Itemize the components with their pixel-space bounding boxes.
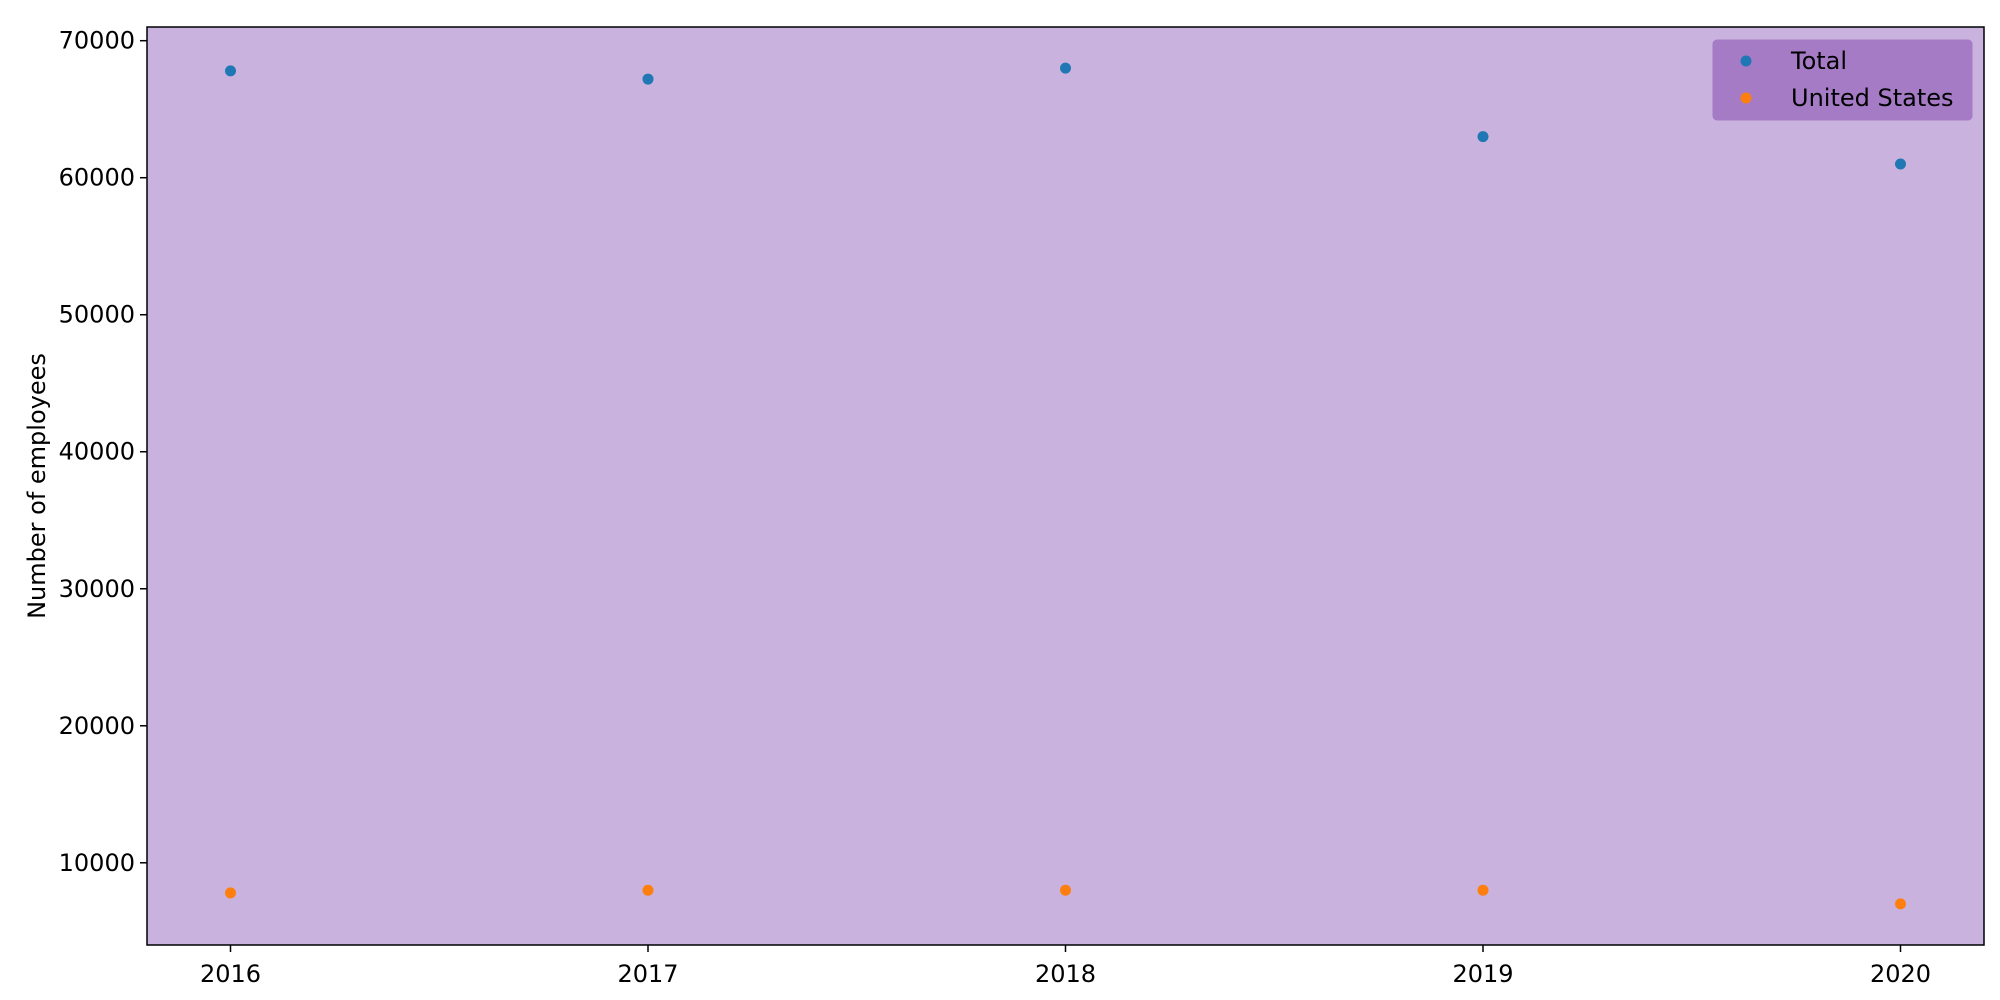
legend-marker bbox=[1740, 55, 1752, 67]
legend: Total United States bbox=[1712, 39, 1973, 121]
y-tick-label: 50000 bbox=[59, 301, 135, 329]
data-point-series-1 bbox=[1477, 884, 1489, 896]
x-axis: 2016 2017 2018 2019 2020 bbox=[200, 945, 1931, 988]
y-tick-label: 10000 bbox=[59, 849, 135, 877]
data-point-series-0 bbox=[1895, 158, 1906, 170]
data-point-series-0 bbox=[1477, 131, 1489, 143]
x-tick-label: 2020 bbox=[1870, 960, 1931, 988]
data-point-series-0 bbox=[1060, 62, 1071, 74]
data-point-series-1 bbox=[225, 887, 236, 899]
data-points bbox=[225, 62, 1906, 910]
y-tick-label: 60000 bbox=[59, 164, 135, 192]
x-tick-label: 2017 bbox=[617, 960, 678, 988]
x-tick-label: 2016 bbox=[200, 960, 261, 988]
data-point-series-0 bbox=[225, 65, 236, 77]
y-tick-label: 40000 bbox=[59, 438, 135, 466]
x-tick-label: 2019 bbox=[1452, 960, 1513, 988]
legend-label: Total bbox=[1790, 47, 1847, 75]
y-tick-label: 30000 bbox=[59, 575, 135, 603]
y-axis-title: Number of employees bbox=[23, 353, 51, 619]
data-point-series-1 bbox=[1060, 884, 1071, 896]
y-tick-label: 20000 bbox=[59, 712, 135, 740]
plot-area bbox=[146, 26, 1985, 946]
legend-box bbox=[1712, 39, 1973, 121]
data-point-series-1 bbox=[1895, 898, 1906, 910]
data-point-series-0 bbox=[642, 73, 654, 85]
data-point-series-1 bbox=[642, 884, 654, 896]
legend-marker bbox=[1740, 92, 1752, 104]
y-axis: 10000 20000 30000 40000 50000 60000 70000 bbox=[59, 27, 147, 877]
legend-label: United States bbox=[1791, 84, 1954, 112]
x-tick-label: 2018 bbox=[1035, 960, 1096, 988]
y-tick-label: 70000 bbox=[59, 27, 135, 55]
